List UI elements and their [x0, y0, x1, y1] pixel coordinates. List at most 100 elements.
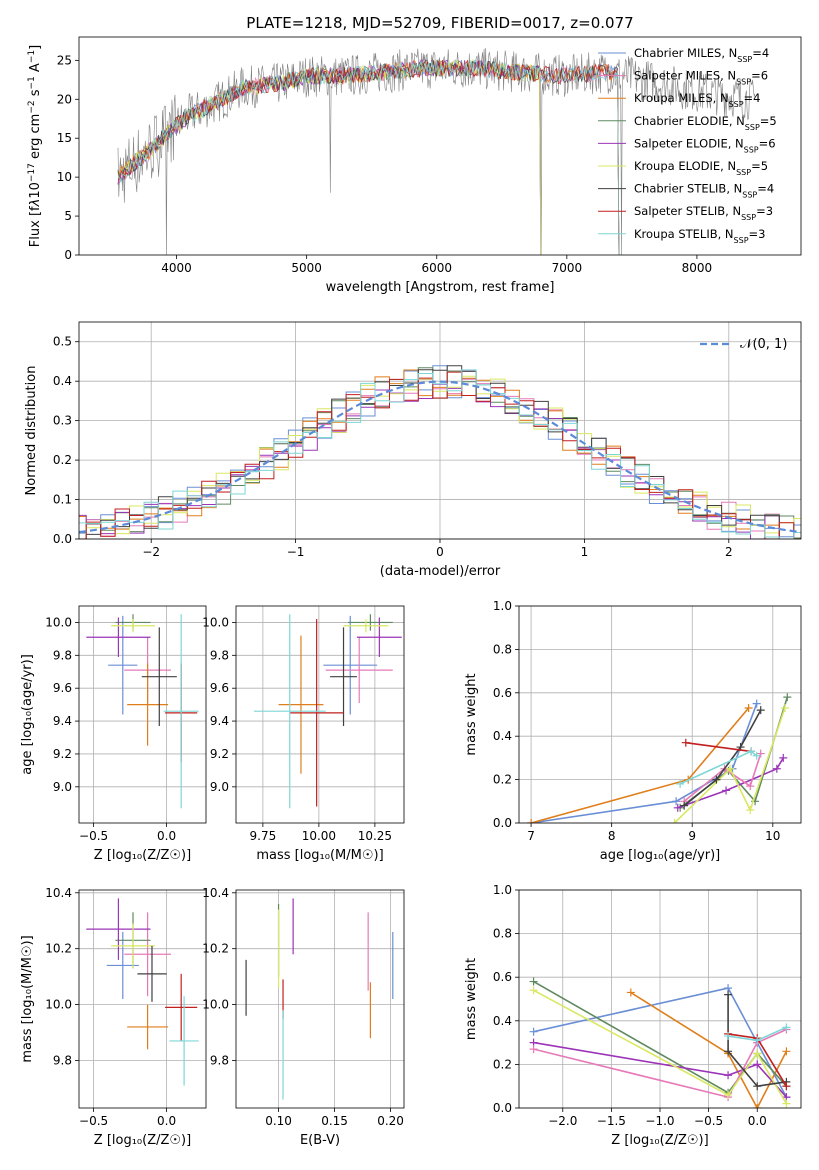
- errorbar-point: [253, 614, 326, 809]
- y-tick-label: 0.4: [493, 1014, 512, 1028]
- y-tick-label: 0.2: [53, 453, 72, 467]
- y-axis-label: mass [log₁₀(M/M☉)]: [20, 935, 35, 1062]
- errorbar-point: [356, 617, 402, 657]
- y-tick-label: 15: [57, 131, 72, 145]
- x-tick-label: 0.15: [321, 1114, 348, 1128]
- errorbar-point: [165, 973, 198, 1041]
- y-tick-label: 10.2: [45, 942, 72, 956]
- y-tick-label: 9.2: [210, 747, 229, 761]
- errorbar-point: [330, 627, 357, 727]
- x-tick-label: 7000: [552, 261, 583, 275]
- model-spectrum-line: [117, 59, 620, 255]
- age-vs-metallicity-panel: −0.5 0.0 9.0 9.2 9.4 9.6 9.8 10.0 Z [log₁₀(Z/Z☉)…: [20, 605, 207, 863]
- plus-marker: [724, 1047, 733, 1056]
- mass-weight-vs-age-panel: 7 8 9 10 0.0 0.2 0.4 0.6 0.8 1.0 age [log₁₀(age/yr…: [464, 599, 802, 863]
- x-tick-label: −1.0: [645, 1114, 674, 1128]
- plus-marker: [747, 747, 756, 756]
- x-tick-label: 0.0: [157, 1114, 176, 1128]
- plus-marker: [783, 693, 792, 702]
- y-axis-label: mass weight: [464, 673, 479, 755]
- x-tick-label: −0.5: [79, 829, 108, 843]
- mass-weight-line: [530, 703, 758, 823]
- y-tick-label: 0.8: [493, 642, 512, 656]
- legend-entry: Salpeter STELIB, NSSP=3: [634, 204, 773, 222]
- y-tick-label: 0.4: [53, 374, 72, 388]
- plus-marker: [756, 749, 765, 758]
- y-tick-label: 9.8: [53, 648, 72, 662]
- x-tick-label: 8: [608, 829, 616, 843]
- plot-area: [529, 977, 791, 1108]
- errorbar-point: [124, 912, 171, 997]
- axes-frame: [518, 605, 802, 824]
- x-axis-label: wavelength [Angstrom, rest frame]: [326, 280, 555, 295]
- mass-vs-metallicity-panel: −0.5 0.0 9.8 10.0 10.2 10.4 Z [log₁₀(Z/Z☉)] mas…: [20, 886, 207, 1148]
- y-tick-label: 10: [57, 170, 72, 184]
- model-spectrum-line: [117, 59, 620, 255]
- axes-frame: [518, 889, 802, 1109]
- y-tick-label: 10.0: [202, 998, 229, 1012]
- plus-marker: [529, 977, 538, 986]
- x-axis-label: Z [log₁₀(Z/Z☉)]: [94, 1133, 191, 1148]
- y-tick-label: 0.2: [493, 1057, 512, 1071]
- legend-entry: Kroupa ELODIE, NSSP=5: [634, 159, 768, 177]
- plus-marker: [726, 764, 735, 773]
- x-tick-label: 0.20: [377, 1114, 404, 1128]
- y-tick-label: 0.8: [493, 927, 512, 941]
- legend-entry: Chabrier STELIB, NSSP=4: [634, 182, 774, 200]
- x-axis-label: mass [log₁₀(M/M☉)]: [256, 848, 383, 863]
- plus-marker: [752, 699, 761, 708]
- y-tick-label: 0.6: [493, 686, 512, 700]
- x-axis-label: (data-model)/error: [380, 564, 501, 579]
- y-tick-label: 10.0: [45, 615, 72, 629]
- errorbar-point: [111, 619, 155, 633]
- errorbar-point: [106, 931, 139, 999]
- x-tick-label: 6000: [421, 261, 452, 275]
- plus-marker: [780, 703, 789, 712]
- plus-marker: [724, 1090, 733, 1099]
- age-vs-mass-panel: 9.75 10.00 10.25 9.0 9.2 9.4 9.6 9.8 10.0 mass [l…: [202, 605, 405, 863]
- plus-marker: [722, 786, 731, 795]
- x-tick-label: 0.0: [748, 1114, 767, 1128]
- y-tick-label: 10.0: [45, 998, 72, 1012]
- mass-weight-line: [530, 707, 750, 823]
- errorbar-point: [127, 1004, 169, 1050]
- legend-entry: 𝒩(0, 1): [740, 337, 787, 352]
- axes-frame: [78, 321, 802, 540]
- plus-marker: [782, 1082, 791, 1091]
- plus-marker: [724, 990, 733, 999]
- mass-weight-vs-metallicity-panel: −2.0 −1.5 −1.0 −0.5 0.0 0.0 0.2 0.4 0.6 0.8 1.0 Z […: [464, 883, 802, 1148]
- plus-marker: [529, 1045, 538, 1054]
- plus-marker: [772, 764, 781, 773]
- legend-entry: Salpeter MILES, NSSP=6: [634, 69, 768, 87]
- x-tick-label: 8000: [682, 261, 713, 275]
- y-tick-label: 0.3: [53, 414, 72, 428]
- x-tick-label: 10.00: [302, 829, 336, 843]
- residual-histogram-panel: −2 −1 0 1 2 0.0 0.1 0.2 0.3 0.4 0.5 (data-model)/er…: [24, 321, 802, 579]
- errorbar-point: [325, 637, 393, 703]
- errorbar-point: [163, 614, 199, 809]
- plus-marker: [753, 1104, 762, 1108]
- plot-area: [86, 898, 199, 1086]
- plus-marker: [681, 738, 690, 747]
- y-axis-label: mass weight: [464, 958, 479, 1040]
- x-tick-label: 5000: [291, 261, 322, 275]
- mass-weight-line: [683, 753, 762, 802]
- y-tick-label: 10.4: [45, 886, 72, 900]
- histogram-steps: [79, 375, 801, 539]
- x-tick-label: −1: [287, 545, 305, 559]
- errorbar-point: [343, 619, 389, 633]
- plot-area: [253, 614, 402, 809]
- plot-area: [79, 365, 801, 539]
- plus-marker: [782, 1099, 791, 1108]
- plus-marker: [529, 986, 538, 995]
- y-tick-label: 0.5: [53, 335, 72, 349]
- errorbar-point: [169, 996, 199, 1086]
- errorbar-point: [278, 635, 324, 774]
- legend-entry: Kroupa MILES, NSSP=4: [634, 91, 760, 109]
- y-tick-label: 10.4: [202, 886, 229, 900]
- y-axis-label: age [log₁₀(age/yr)]: [20, 654, 35, 775]
- mass-weight-line: [683, 709, 762, 807]
- plot-area: [117, 47, 756, 255]
- plot-area: [527, 693, 792, 823]
